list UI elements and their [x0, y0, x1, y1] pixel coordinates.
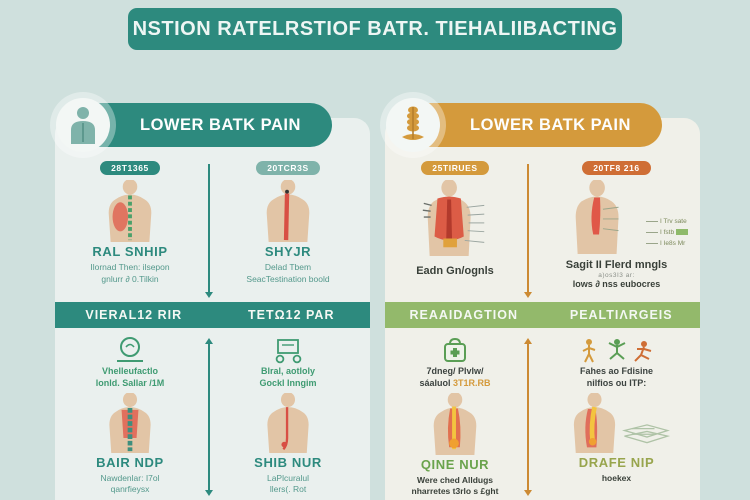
section-desc-line2: lows ∂ nss eubocres	[572, 279, 661, 290]
left-divider-top	[205, 164, 213, 298]
left-row2-col2: Blral, aotloly Gockl Inngim SHIB NUR LaP…	[213, 336, 363, 495]
band-label-left: VIERAL12 RIR	[85, 308, 183, 322]
section-desc-line1: LaPlcuralul	[266, 473, 310, 484]
section-title: RAL SNHIP	[92, 244, 168, 259]
callout-label: I fstb	[646, 227, 698, 238]
band-label-right: TETΩ12 PAR	[248, 308, 335, 322]
right-panel: 25TIRUES Ea	[385, 118, 700, 500]
section-subcaption: a)os3I3 ar:	[598, 272, 635, 280]
callout-label: I Trv sate	[646, 216, 698, 227]
left-row2-col1: Vhelleufactlo lonld. Sallar /1M BAIR NDP…	[55, 336, 205, 495]
torso-muscles-illustration	[409, 179, 501, 258]
left-row1-col1: 28T1365 RAL SNHIP Ilornad Then: ilsepon …	[55, 158, 205, 285]
right-mid-band: REAAIDAGTION PEALTIΛRGEIS	[385, 302, 700, 328]
left-panel-header: LOWER BATK PAIN	[56, 98, 332, 152]
section-desc-line2: qanrfieysx	[110, 484, 150, 495]
section-title: SHIB NUR	[254, 455, 322, 471]
left-header-pill: LOWER BATK PAIN	[90, 103, 332, 147]
section-title: SHYJR	[264, 244, 312, 259]
left-mid-band: VIERAL12 RIR TETΩ12 PAR	[55, 302, 370, 328]
person-icon	[56, 98, 110, 152]
status-badge: 20TF8 216	[582, 161, 651, 175]
section-title: BAIR NDP	[96, 455, 164, 471]
right-header-label: LOWER BATK PAIN	[470, 115, 631, 134]
section-desc-line1: Nawdenlar: I7ol	[100, 473, 160, 484]
color-chip	[676, 229, 689, 236]
note-line1: 7dneg/ Plvlw/	[426, 366, 484, 376]
note-line2: Gockl Inngim	[259, 377, 317, 388]
band-label-left: REAAIDAGTION	[409, 308, 519, 322]
spine-icon	[386, 98, 440, 152]
left-divider-bottom	[205, 338, 213, 496]
section-title: QINE NUR	[420, 457, 490, 473]
gauge-icon	[55, 336, 205, 366]
left-header-label: LOWER BATK PAIN	[140, 115, 301, 134]
left-row1-col2: 20TCR3S SHYJR Delad Tbem SeacTestination…	[213, 158, 363, 285]
section-desc-line2: gnlurr ∂ 0.Tilkin	[101, 274, 159, 285]
torso-red-line-illustration	[253, 179, 323, 242]
band-label-right: PEALTIΛRGEIS	[569, 308, 673, 322]
left-panel: 28T1365 RAL SNHIP Ilornad Then: ilsepon …	[55, 118, 370, 500]
section-desc-line1: Delad Tbem	[264, 262, 312, 272]
right-row1-col1: 25TIRUES Ea	[385, 158, 525, 278]
note-line2: lonld. Sallar /1M	[95, 377, 165, 388]
note-line1: Blral, aotloly	[260, 366, 315, 376]
status-badge: 25TIRUES	[421, 161, 489, 175]
torso-flame-spine-illustration	[420, 392, 490, 456]
medkit-icon	[385, 336, 525, 366]
right-divider-bottom	[524, 338, 532, 496]
right-row2-col2: Fahes ao Fdisine nilfios ou ITP: DRAFE N	[533, 336, 700, 484]
section-desc-line2: SeacTestination boold	[246, 274, 330, 285]
torso-red-green-illustration	[97, 392, 163, 454]
section-desc-line1: Ilornad Then: ilsepon	[90, 262, 170, 272]
section-desc-line1: Were ched Alldugs	[416, 475, 494, 486]
torso-green-spine-illustration	[95, 179, 165, 242]
section-caption: Sagit II Flerd mngls	[565, 259, 668, 271]
torso-thin-red-illustration	[255, 392, 321, 454]
note-line1: Vhelleufactlo	[101, 366, 158, 376]
note-line2: sáaluol 3T1R.RB	[419, 377, 491, 388]
cart-icon	[213, 336, 363, 366]
section-title: DRAFE NIP	[578, 455, 655, 471]
torso-gradient-spine-illustration	[561, 179, 641, 254]
section-desc-line2: llers(. Rot	[269, 484, 307, 495]
page-title: NSTION RATELRSTIOF BATR. TIEHALIIBACTING	[128, 8, 622, 50]
exercise-figures-icon	[533, 336, 700, 366]
right-divider-top	[524, 164, 532, 298]
status-badge: 28T1365	[100, 161, 160, 175]
torso-yellow-spine-illustration	[557, 392, 677, 454]
section-desc-line1: hoekex	[601, 473, 632, 484]
note-line1: Fahes ao Fdisine	[579, 366, 654, 376]
right-row1-col2: 20TF8 216 I	[533, 158, 700, 291]
note-line2: nilfios ou ITP:	[586, 377, 647, 388]
status-badge: 20TCR3S	[256, 161, 320, 175]
section-desc-line2: nharretes t3rlo s £ght	[411, 486, 499, 497]
section-caption: Eadn Gn/ognls	[416, 265, 494, 277]
right-row2-col1: 7dneg/ Plvlw/ sáaluol 3T1R.RB QINE NUR W…	[385, 336, 525, 497]
callout-label: I Ie8s Mr	[646, 238, 698, 249]
right-panel-header: LOWER BATK PAIN	[386, 98, 662, 152]
right-header-pill: LOWER BATK PAIN	[420, 103, 662, 147]
spine-callout-labels: I Trv sate I fstb I Ie8s Mr	[646, 216, 698, 249]
